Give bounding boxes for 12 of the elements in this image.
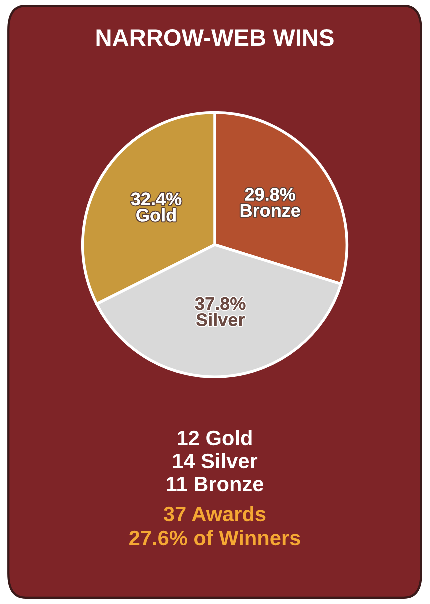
data-label: 32.4% — [131, 192, 182, 206]
text: 37 Awards — [164, 506, 266, 522]
slice-label: Bronze — [240, 204, 300, 218]
slice-label: Gold — [136, 208, 176, 222]
text: 14 Silver — [173, 453, 258, 469]
slice-label: Silver — [196, 313, 245, 326]
text: 27.6% of Winners — [130, 530, 300, 546]
text: 12 Gold — [178, 430, 252, 446]
data-label: 37.8% — [195, 297, 246, 310]
text: 11 Bronze — [167, 477, 264, 492]
data-label: 29.8% — [245, 188, 296, 201]
chart-title: NARROW-WEB WINS — [96, 29, 334, 46]
